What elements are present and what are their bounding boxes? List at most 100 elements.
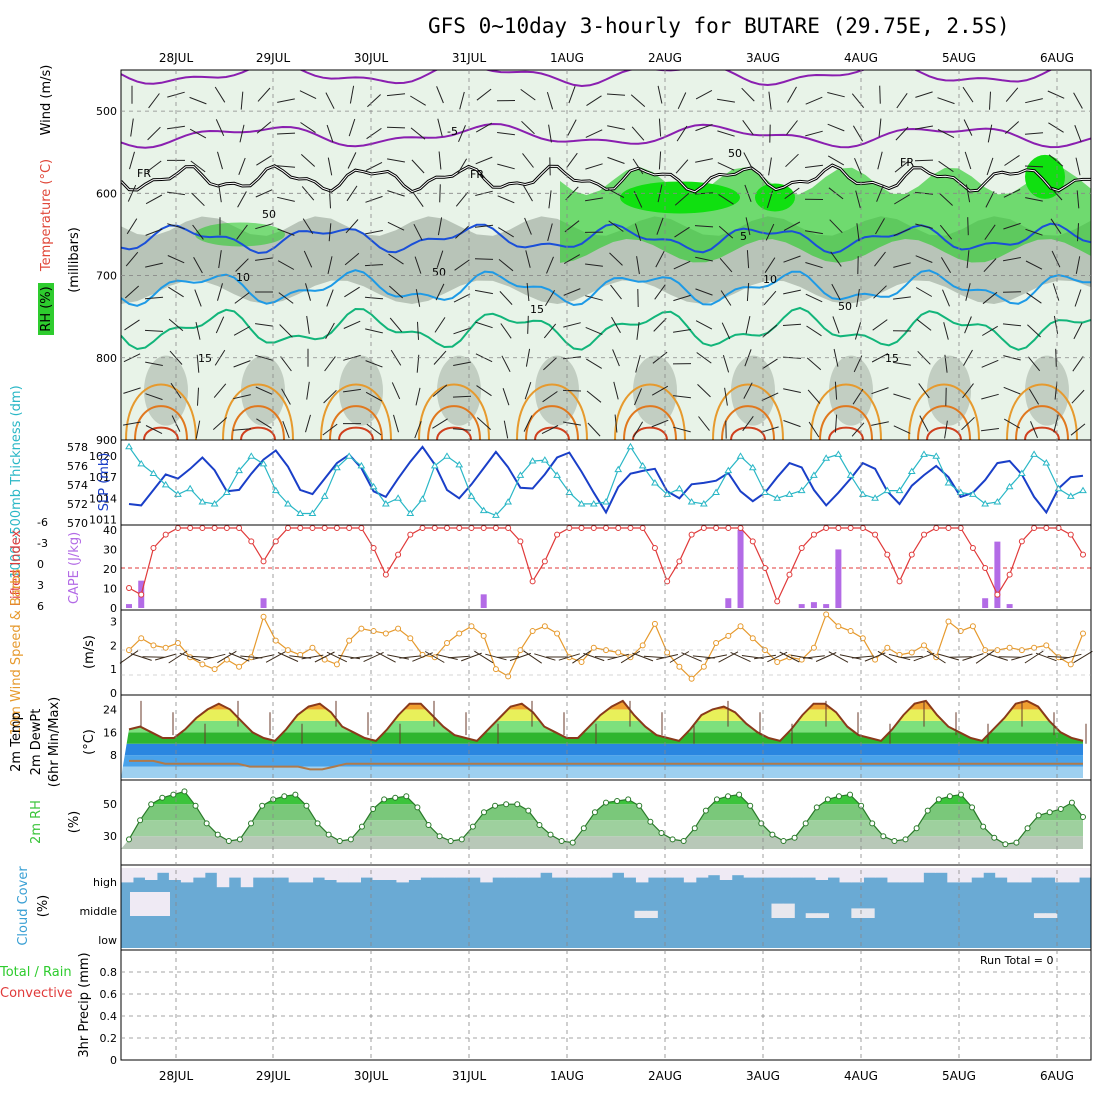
cloud-high-gap	[983, 868, 996, 873]
thickness-tick: 570	[67, 517, 88, 530]
pressure-tick: 900	[96, 434, 117, 447]
rh2m-point	[1080, 814, 1086, 820]
cloud-high-gap	[288, 868, 302, 883]
wind-barb	[366, 423, 382, 436]
wind-barb	[761, 392, 779, 401]
thickness-point	[871, 494, 879, 501]
lifted-index-point	[541, 558, 548, 565]
cape-bar	[260, 598, 267, 608]
wind-barb	[213, 383, 227, 398]
lifted-index-point	[798, 545, 805, 551]
wind-barb	[455, 225, 469, 239]
rh2m-point	[891, 838, 898, 844]
warm-contour	[534, 426, 570, 440]
wind-barb	[937, 129, 955, 139]
rh2m-point	[392, 794, 399, 801]
wind-speed-point	[921, 642, 927, 649]
precip-total-label: Total / Rain	[0, 965, 72, 980]
wind-barb	[343, 320, 361, 329]
rh2m-point	[625, 796, 632, 803]
wind-barb	[585, 263, 603, 267]
wind-barb	[195, 321, 201, 340]
rh-low-patch	[829, 355, 873, 426]
wind-barb	[326, 124, 334, 143]
wind-barb	[453, 327, 471, 335]
wind-barb	[432, 384, 448, 397]
wind-barb	[437, 118, 443, 137]
wind-barb	[255, 257, 273, 261]
wind-barb	[364, 264, 384, 267]
wind-barb	[698, 416, 710, 431]
surface-wind-barb	[448, 655, 471, 659]
rh2m-point	[636, 802, 643, 809]
wind10m-axis-label: 10m Wind Speed & Barbs	[9, 569, 24, 736]
wind-tick: 0	[110, 687, 117, 700]
wind-barb	[764, 257, 776, 273]
wind-barb	[834, 381, 838, 400]
cloud-high-gap	[121, 868, 134, 883]
wind-barb	[415, 387, 421, 406]
cloud-high-gap	[408, 868, 421, 880]
wind-barb	[474, 224, 494, 228]
cloud-high-gap	[504, 868, 517, 878]
wind-speed-point	[199, 661, 206, 668]
date-label-bottom: 4AUG	[844, 1069, 878, 1083]
wind-barb	[147, 126, 161, 141]
wind-speed-point	[529, 628, 536, 635]
wind-speed-point	[1080, 630, 1086, 637]
wind-speed-point	[1006, 644, 1013, 651]
thickness-point	[687, 498, 696, 505]
lifted-index-point	[823, 525, 830, 531]
thickness-point	[846, 471, 855, 478]
surface-wind-barb	[877, 650, 897, 664]
wind-barb	[893, 393, 911, 400]
cloud-high-gap	[180, 868, 194, 883]
wind-barb	[914, 159, 934, 162]
warm-contour	[516, 383, 588, 440]
warm-contour	[418, 383, 490, 440]
rh2m-point	[425, 822, 432, 828]
thickness-axis-label: 1000~500mb Thickness (dm)	[9, 385, 24, 578]
wind-barb	[762, 358, 778, 370]
wind-barb	[237, 191, 247, 208]
wind-barb	[635, 354, 641, 373]
wind-barb	[805, 262, 823, 269]
lifted-index-point	[1031, 525, 1038, 531]
pressure-tick: 800	[96, 352, 117, 365]
rh2m-point	[603, 799, 609, 806]
wind-barb	[610, 284, 622, 300]
wind-speed-point	[346, 637, 353, 644]
rh2m-point	[880, 833, 887, 840]
wind-barb	[499, 291, 513, 305]
surface-wind-barb	[326, 651, 348, 663]
thickness-point	[308, 509, 317, 516]
warm-contour	[436, 426, 472, 440]
wind-barb	[502, 388, 510, 406]
rh2m-point	[492, 802, 499, 809]
cloud-middle-gap	[782, 903, 795, 918]
wind-speed-point	[444, 639, 450, 646]
wind-barb	[673, 294, 691, 302]
wind-barb	[633, 190, 643, 208]
wind-speed-point	[664, 649, 671, 656]
wind-barb	[1052, 283, 1060, 301]
cloud-high-gap	[779, 868, 793, 878]
wind-tick: 3	[110, 616, 117, 629]
wind-barb	[636, 256, 640, 275]
wind-barb	[1070, 423, 1086, 436]
rh2m-point	[802, 820, 809, 827]
precip-axis-label: 3hr Precip (mm)	[77, 952, 92, 1057]
wind-speed-point	[492, 666, 499, 673]
cloud-high-gap	[348, 868, 362, 883]
rh2m-point	[347, 836, 354, 843]
wind-barb	[123, 421, 141, 426]
warm-contour	[231, 405, 285, 440]
thickness-point	[981, 499, 990, 507]
wind-barb	[388, 285, 404, 299]
wind-barb	[389, 317, 403, 333]
wind-barb	[168, 318, 184, 332]
wind-barb	[523, 415, 533, 432]
wind-barb	[944, 420, 948, 439]
wind-barb	[827, 92, 845, 98]
thickness-point	[284, 499, 292, 507]
